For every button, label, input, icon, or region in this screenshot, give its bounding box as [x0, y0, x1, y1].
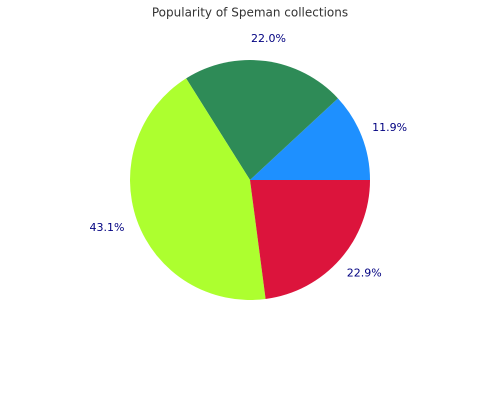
data-label: 22.0%	[251, 32, 286, 45]
data-label: 11.9%	[372, 121, 407, 134]
pie-slice	[250, 98, 370, 180]
data-label: 43.1%	[89, 221, 124, 234]
pie-slice	[186, 59, 338, 180]
pie-slice	[250, 180, 370, 299]
pie-slice	[130, 78, 266, 300]
chart-title: Popularity of Speman collections	[152, 6, 348, 20]
data-label: 22.9%	[347, 267, 382, 280]
